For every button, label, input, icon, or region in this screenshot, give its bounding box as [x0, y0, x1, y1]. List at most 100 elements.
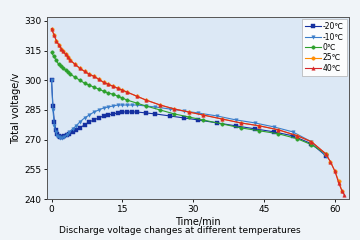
40℃ — [201, 114, 205, 116]
40℃ — [73, 63, 77, 66]
25℃ — [73, 63, 77, 66]
40℃ — [295, 134, 300, 137]
-10℃ — [71, 127, 75, 130]
-10℃ — [111, 105, 115, 108]
40℃ — [125, 91, 129, 94]
0℃ — [144, 105, 148, 108]
-10℃ — [92, 111, 96, 114]
25℃ — [276, 128, 280, 131]
40℃ — [333, 170, 337, 173]
40℃ — [342, 194, 347, 197]
-10℃ — [96, 108, 101, 111]
25℃ — [186, 111, 191, 114]
40℃ — [276, 128, 280, 131]
-10℃ — [67, 130, 72, 133]
25℃ — [66, 56, 70, 59]
0℃ — [73, 76, 77, 79]
40℃ — [87, 73, 91, 76]
Y-axis label: Total voltage/v: Total voltage/v — [11, 72, 21, 144]
0℃ — [52, 55, 56, 58]
25℃ — [295, 134, 300, 137]
25℃ — [172, 108, 176, 110]
-10℃ — [62, 135, 67, 138]
40℃ — [49, 27, 54, 30]
25℃ — [134, 95, 139, 97]
40℃ — [82, 70, 87, 73]
40℃ — [257, 124, 262, 127]
-20℃ — [67, 132, 72, 135]
40℃ — [57, 43, 61, 46]
-10℃ — [57, 135, 61, 138]
25℃ — [333, 170, 337, 173]
-10℃ — [234, 119, 238, 121]
25℃ — [68, 59, 73, 62]
-20℃ — [102, 114, 106, 117]
-10℃ — [134, 104, 139, 107]
0℃ — [102, 90, 106, 93]
-10℃ — [271, 125, 276, 128]
40℃ — [116, 87, 120, 90]
25℃ — [201, 114, 205, 116]
-20℃ — [120, 111, 125, 114]
-10℃ — [182, 109, 186, 112]
40℃ — [238, 121, 243, 124]
Line: 40℃: 40℃ — [50, 27, 346, 197]
25℃ — [340, 190, 344, 193]
40℃ — [134, 95, 139, 97]
-20℃ — [111, 113, 115, 115]
25℃ — [54, 39, 58, 42]
0℃ — [323, 152, 328, 155]
0℃ — [92, 86, 96, 89]
25℃ — [61, 50, 66, 53]
-20℃ — [74, 128, 78, 131]
X-axis label: Time/min: Time/min — [175, 216, 221, 227]
40℃ — [64, 53, 68, 56]
0℃ — [257, 129, 262, 132]
25℃ — [78, 67, 82, 70]
0℃ — [238, 126, 243, 129]
-20℃ — [182, 116, 186, 119]
-10℃ — [130, 104, 134, 107]
25℃ — [111, 85, 115, 88]
Text: Discharge voltage changes at different temperatures: Discharge voltage changes at different t… — [59, 226, 301, 235]
-10℃ — [120, 104, 125, 107]
-20℃ — [87, 120, 91, 123]
40℃ — [96, 78, 101, 81]
0℃ — [134, 102, 139, 104]
0℃ — [64, 69, 68, 72]
0℃ — [78, 79, 82, 82]
-20℃ — [106, 114, 111, 116]
40℃ — [309, 140, 314, 143]
40℃ — [323, 152, 328, 155]
Line: -20℃: -20℃ — [50, 78, 327, 157]
-20℃ — [290, 134, 294, 137]
0℃ — [116, 95, 120, 97]
40℃ — [144, 99, 148, 102]
-20℃ — [57, 134, 61, 137]
-10℃ — [74, 124, 78, 127]
-20℃ — [196, 119, 200, 121]
40℃ — [220, 117, 224, 120]
25℃ — [337, 180, 341, 183]
40℃ — [158, 104, 162, 107]
0℃ — [59, 65, 63, 68]
25℃ — [87, 73, 91, 76]
-10℃ — [52, 124, 57, 127]
-20℃ — [167, 114, 172, 117]
-20℃ — [71, 130, 75, 133]
25℃ — [144, 99, 148, 102]
0℃ — [125, 99, 129, 102]
-20℃ — [271, 130, 276, 133]
0℃ — [66, 71, 70, 74]
-20℃ — [82, 123, 87, 126]
40℃ — [52, 33, 56, 36]
40℃ — [340, 190, 344, 193]
0℃ — [68, 73, 73, 76]
-10℃ — [60, 136, 64, 139]
0℃ — [220, 122, 224, 125]
0℃ — [172, 113, 176, 115]
25℃ — [238, 121, 243, 124]
-10℃ — [125, 104, 129, 107]
0℃ — [61, 67, 66, 70]
-10℃ — [253, 121, 257, 124]
